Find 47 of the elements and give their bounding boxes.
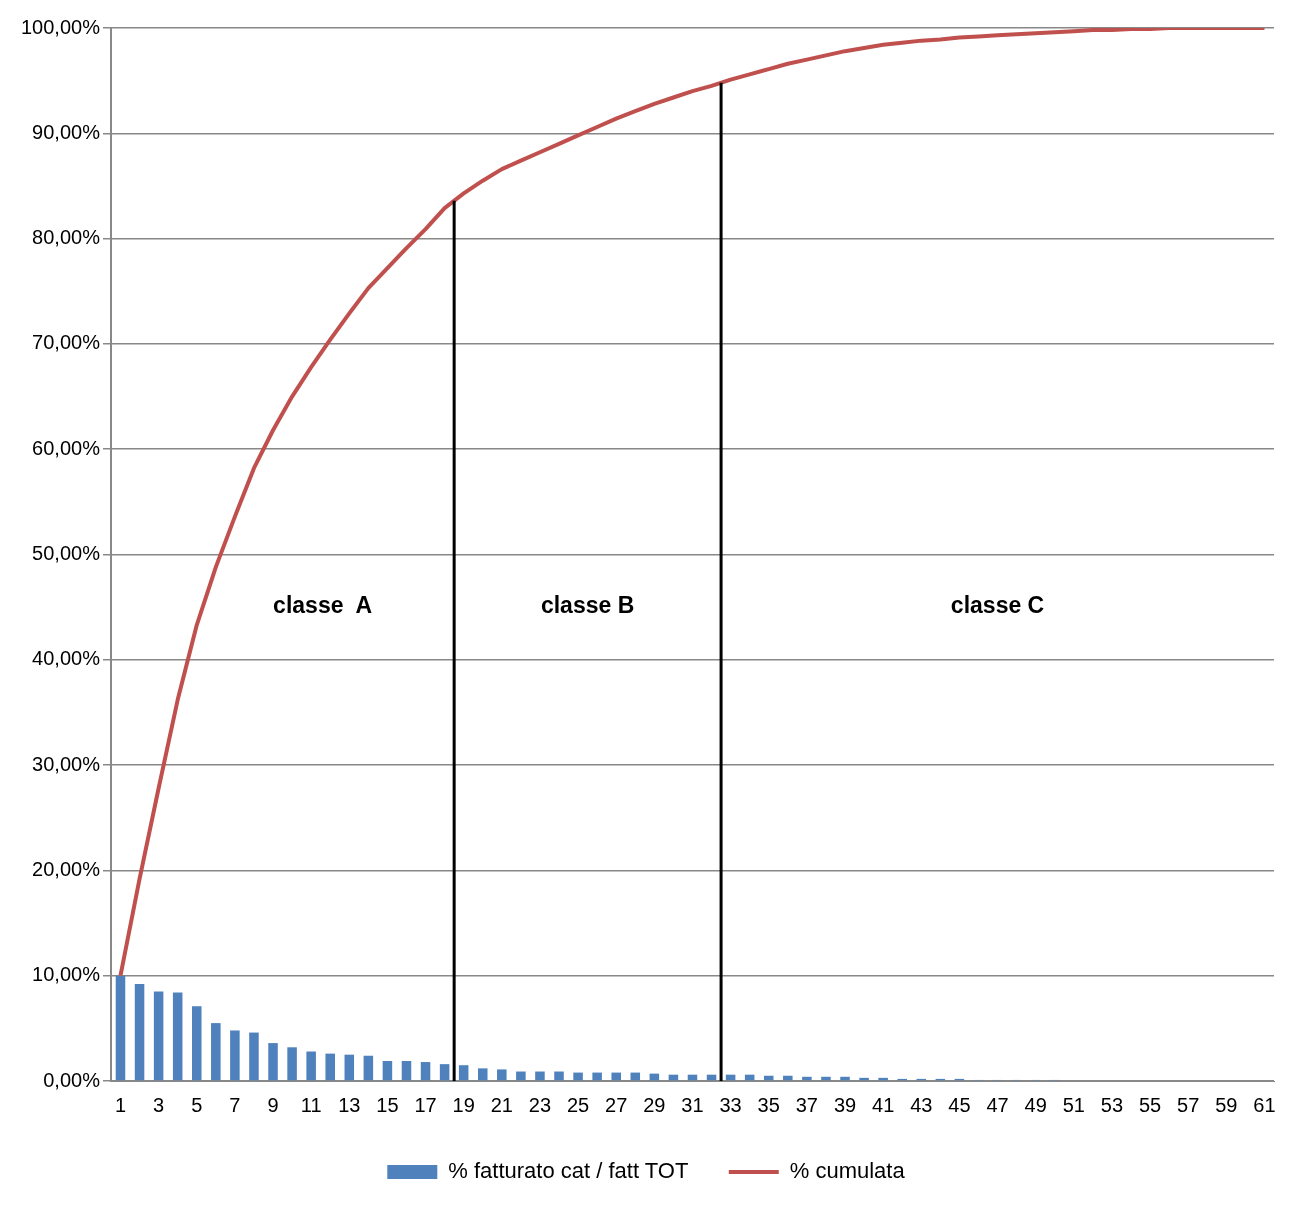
x-tick-label: 15 xyxy=(376,1093,399,1116)
x-tick-label: 59 xyxy=(1215,1093,1238,1116)
x-tick-label: 3 xyxy=(153,1093,165,1116)
x-tick-label: 21 xyxy=(490,1093,513,1116)
x-tick-label: 29 xyxy=(643,1093,666,1116)
x-tick-label: 27 xyxy=(605,1093,628,1116)
x-tick-label: 35 xyxy=(757,1093,780,1116)
x-tick-label: 43 xyxy=(910,1093,933,1116)
x-tick-label: 33 xyxy=(719,1093,742,1116)
y-tick-label: 70,00% xyxy=(32,331,101,354)
y-tick-label: 80,00% xyxy=(32,226,101,249)
x-tick-label: 37 xyxy=(795,1093,818,1116)
y-tick-label: 100,00% xyxy=(20,15,101,38)
x-tick-label: 51 xyxy=(1062,1093,1085,1116)
x-tick-label: 47 xyxy=(986,1093,1009,1116)
x-tick-label: 57 xyxy=(1177,1093,1200,1116)
y-tick-label: 90,00% xyxy=(32,120,101,143)
x-tick-label: 61 xyxy=(1253,1093,1276,1116)
y-tick-label: 10,00% xyxy=(32,963,101,986)
x-tick-label: 7 xyxy=(229,1093,241,1116)
x-tick-label: 5 xyxy=(191,1093,203,1116)
x-tick-label: 53 xyxy=(1100,1093,1124,1116)
x-tick-label: 55 xyxy=(1138,1093,1162,1116)
x-tick-label: 13 xyxy=(338,1093,361,1116)
x-tick-label: 25 xyxy=(566,1093,590,1116)
legend-label: % fatturato cat / fatt TOT xyxy=(448,1158,689,1184)
x-tick-label: 45 xyxy=(948,1093,971,1116)
y-tick-label: 0,00% xyxy=(43,1068,101,1091)
x-tick-label: 11 xyxy=(300,1093,322,1116)
y-tick-label: 40,00% xyxy=(32,647,101,670)
x-tick-label: 17 xyxy=(414,1093,437,1116)
legend-label: % cumulata xyxy=(789,1158,906,1184)
y-tick-label: 60,00% xyxy=(32,436,101,459)
x-tick-label: 41 xyxy=(872,1093,895,1116)
x-tick-label: 23 xyxy=(528,1093,552,1116)
y-tick-label: 50,00% xyxy=(32,542,101,565)
x-tick-label: 49 xyxy=(1024,1093,1047,1116)
x-tick-label: 39 xyxy=(833,1093,857,1116)
x-tick-label: 31 xyxy=(681,1093,704,1116)
annotation: classe A xyxy=(273,592,372,619)
annotation: classe C xyxy=(950,592,1045,619)
annotation: classe B xyxy=(540,592,635,619)
y-tick-label: 30,00% xyxy=(32,752,101,775)
x-tick-label: 9 xyxy=(267,1093,279,1116)
x-tick-label: 1 xyxy=(114,1093,127,1116)
x-tick-label: 19 xyxy=(452,1093,475,1116)
y-tick-label: 20,00% xyxy=(32,857,101,880)
